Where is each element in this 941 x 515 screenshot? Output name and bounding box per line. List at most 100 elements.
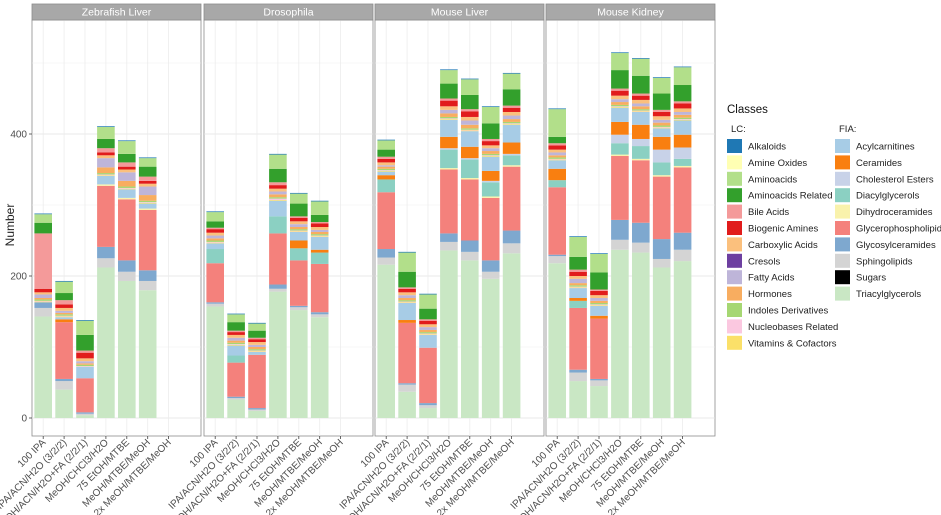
bar-segment: Acylcarnitines: 8: [206, 243, 224, 250]
bar-segment: Aminoacids: 28: [569, 236, 587, 257]
bar-segment: Indoles Derivatives: 2: [461, 128, 479, 130]
bar-segment: Carboxylic Acids: 4: [481, 145, 500, 149]
stacked-bar: Triacylglycerols: 180Sphingolipids: 13Gl…: [138, 157, 157, 418]
bar-segment: Aminoacids: 27: [398, 252, 416, 272]
bar-segment: Triacylglycerols: 4: [76, 415, 94, 418]
bar-segment: Sphingolipids: 2: [76, 413, 94, 416]
legend-item: Vitamins & Cofactors: [727, 335, 837, 350]
bar-segment: Nucleobases Related: 1: [440, 118, 458, 120]
bar-segment: Bile Acids: 3: [76, 350, 94, 353]
bar-segment: Acylcarnitines: 14: [569, 288, 587, 299]
bar-segment: Glycerophospholipids: 72: [269, 233, 287, 285]
bar-segment: Acylcarnitines: 12: [118, 189, 136, 198]
bar-segment: Carboxylic Acids: 3: [34, 292, 52, 295]
bar-segment: Indoles Derivatives: 2: [502, 121, 521, 124]
bar-segment: Acylcarnitines: 24: [440, 119, 458, 137]
bar-segment: Fatty Acids: 4: [269, 191, 287, 195]
stacked-bar: Triacylglycerols: 221Sphingolipids: 16Gl…: [673, 66, 692, 418]
bar-segment: Sphingolipids: 4: [269, 288, 287, 292]
bar-segment: Ceramides: 16: [461, 146, 479, 159]
legend-item: Indoles Derivatives: [727, 303, 829, 317]
stacked-bar: Triacylglycerols: 143Sphingolipids: 12Gl…: [34, 213, 52, 418]
bar-segment: Vitamins & Cofactors: 1: [248, 351, 266, 352]
bar-segment: Aminoacids: 13: [377, 140, 395, 150]
bar-segment: Dihydroceramides: 2: [502, 165, 521, 167]
legend-label: Ceramides: [856, 158, 902, 169]
bar-segment: Glycosylceramides: 2: [76, 412, 94, 414]
legend-item: Biogenic Amines: [727, 221, 818, 235]
legend-label: Sugars: [856, 273, 886, 284]
stacked-bar: Triacylglycerols: 14Sphingolipids: 4Glyc…: [419, 293, 437, 418]
bar-segment: Ceramides: 4: [590, 315, 608, 319]
bar-segment: Biogenic Amines: 5: [419, 320, 437, 325]
bar-segment: Hormones: 8: [138, 195, 157, 201]
y-tick-label: 400: [10, 130, 27, 141]
facet-strip: [203, 3, 374, 21]
bar-segment: Alkaloids: 1: [569, 236, 587, 237]
bar-segment: Aminoacids: 26: [590, 253, 608, 273]
bar-segment: Glycerophospholipids: 90: [440, 169, 458, 234]
bar-segment: Cholesterol Esters: 18: [652, 149, 671, 163]
legend-swatch: [835, 188, 850, 203]
bar-segment: Triacylglycerols: 222: [461, 260, 479, 418]
bar-segment: Acylcarnitines: 14: [590, 305, 608, 316]
bar-segment: Ceramides: 4: [310, 249, 329, 253]
bar-segment: Aminoacids Related: 10: [377, 149, 395, 157]
bar-segment: Sphingolipids: 12: [55, 381, 73, 390]
bar-segment: Biogenic Amines: 5: [55, 304, 73, 308]
bar-segment: Indoles Derivatives: 2: [55, 314, 73, 316]
bar-segment: Aminoacids: 11: [227, 314, 245, 323]
legend-label: Cresols: [748, 256, 780, 267]
bar-segment: Diacylglycerols: 18: [632, 146, 650, 159]
bar-segment: Fatty Acids: 4: [206, 235, 224, 239]
bar-segment: Triacylglycerols: 10: [248, 410, 266, 418]
bar-segment: Nucleobases Related: 1: [55, 315, 73, 317]
bar-segment: Fatty Acids: 4: [652, 119, 671, 123]
bar-segment: Vitamins & Cofactors: 1: [461, 130, 479, 132]
stacked-bar: Triacylglycerols: 10Sphingolipids: 2Glyc…: [248, 322, 266, 418]
bar-segment: Fatty Acids: 2: [377, 165, 395, 167]
facet-strip-label: Mouse Kidney: [597, 7, 664, 19]
bar-segment: Indoles Derivatives: 2: [377, 168, 395, 171]
legend-label: Carboxylic Acids: [748, 240, 818, 251]
bar-segment: Sphingolipids: 12: [652, 258, 671, 268]
bar-segment: Nucleobases Related: 1: [502, 123, 521, 125]
bar-segment: Aminoacids: 22: [652, 77, 671, 94]
bar-segment: Aminoacids: 19: [440, 70, 458, 84]
bar-segment: Acylcarnitines: 12: [290, 231, 308, 241]
bar-segment: Cholesterol Esters: 2: [481, 180, 500, 183]
legend-swatch: [835, 204, 850, 219]
bar-segment: Aminoacids Related: 26: [611, 70, 629, 89]
bar-segment: Glycerophospholipids: 90: [502, 166, 521, 231]
bar-segment: Dihydroceramides: 2: [97, 184, 115, 186]
bar-segment: Alkaloids: 1: [34, 213, 52, 215]
legend-item: Triacylglycerols: [835, 286, 921, 301]
bar-segment: Aminoacids Related: 23: [673, 85, 692, 102]
stacked-bar: Triacylglycerols: 212Sphingolipids: 12Gl…: [652, 77, 671, 418]
bar-segment: Biogenic Amines: 4: [227, 332, 245, 335]
legend-label: Hormones: [748, 289, 792, 300]
bar-segment: Sphingolipids: 10: [548, 256, 566, 264]
bar-segment: Aminoacids: 20: [419, 294, 437, 309]
legend-label: Indoles Derivatives: [748, 306, 829, 317]
bar-segment: Nucleobases Related: 1: [227, 344, 245, 345]
bar-segment: Glycosylceramides: 18: [502, 230, 521, 244]
bar-segment: Hormones: 4: [673, 114, 692, 118]
bar-segment: Acylcarnitines: 12: [652, 128, 671, 137]
bar-segment: Biogenic Amines: 4: [118, 166, 136, 170]
bar-segment: Acylcarnitines: 20: [481, 156, 500, 171]
bar-segment: Glycosylceramides: 15: [138, 270, 157, 281]
bar-segment: Aminoacids Related: 12: [118, 153, 136, 163]
bar-segment: Hormones: 4: [652, 122, 671, 126]
bar-segment: Acylcarnitines: 12: [548, 160, 566, 169]
bar-segment: Carboxylic Acids: 4: [248, 342, 266, 345]
bar-segment: Indoles Derivatives: 2: [290, 229, 308, 231]
facet-panel: Mouse KidneyTriacylglycerols: 218Sphingo…: [508, 3, 716, 515]
bar-segment: Vitamins & Cofactors: 1: [97, 175, 115, 176]
bar-segment: Alkaloids: 1: [118, 140, 136, 142]
bar-segment: Triacylglycerols: 142: [310, 317, 329, 418]
bar-segment: Carboxylic Acids: 5: [461, 116, 479, 121]
bar-segment: Hormones: 3: [419, 329, 437, 333]
bar-segment: Biogenic Amines: 4: [97, 152, 115, 156]
bar-segment: Aminoacids: 16: [55, 281, 73, 294]
